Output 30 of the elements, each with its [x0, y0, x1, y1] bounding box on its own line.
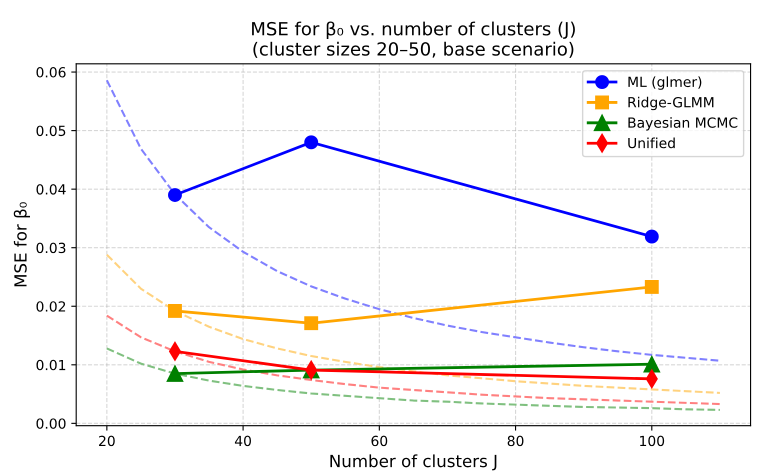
y-tick-label: 0.00 — [36, 418, 66, 429]
line-series — [106, 314, 721, 406]
y-tick-label: 0.05 — [36, 126, 66, 136]
x-axis-title: Number of clusters J — [330, 454, 496, 470]
point — [168, 304, 182, 318]
point — [304, 316, 318, 330]
y-tick-label: 0.04 — [36, 184, 66, 195]
y-tick-label: 0.06 — [36, 67, 66, 78]
chart-title: MSE for β₀ vs. number of clusters (J) (cluster sizes 20–50, base scenario) — [252, 21, 575, 58]
x-tick-label: 40 — [234, 436, 252, 446]
y-tick-label: 0.02 — [36, 301, 66, 312]
legend-label: Bayesian MCMC — [628, 117, 738, 131]
point — [166, 365, 184, 382]
y-tick-label: 0.03 — [36, 242, 66, 254]
x-tick-label: 60 — [371, 436, 388, 446]
y-tick-label: 0.01 — [36, 360, 66, 370]
line-series — [106, 347, 721, 411]
point — [643, 356, 660, 373]
x-tick-label: 100 — [640, 436, 664, 446]
point — [644, 280, 659, 294]
x-tick-label: 80 — [508, 436, 524, 446]
y-axis-title: MSE for β₀ — [14, 202, 30, 286]
legend-label: ML (glmer) — [628, 76, 702, 90]
point — [644, 230, 659, 244]
point — [304, 135, 318, 150]
legend-label: Ridge-GLMM — [628, 96, 714, 110]
line-series — [106, 254, 721, 394]
x-tick-label: 20 — [99, 436, 115, 446]
point — [168, 188, 182, 202]
legend-label: Unified — [628, 138, 675, 148]
